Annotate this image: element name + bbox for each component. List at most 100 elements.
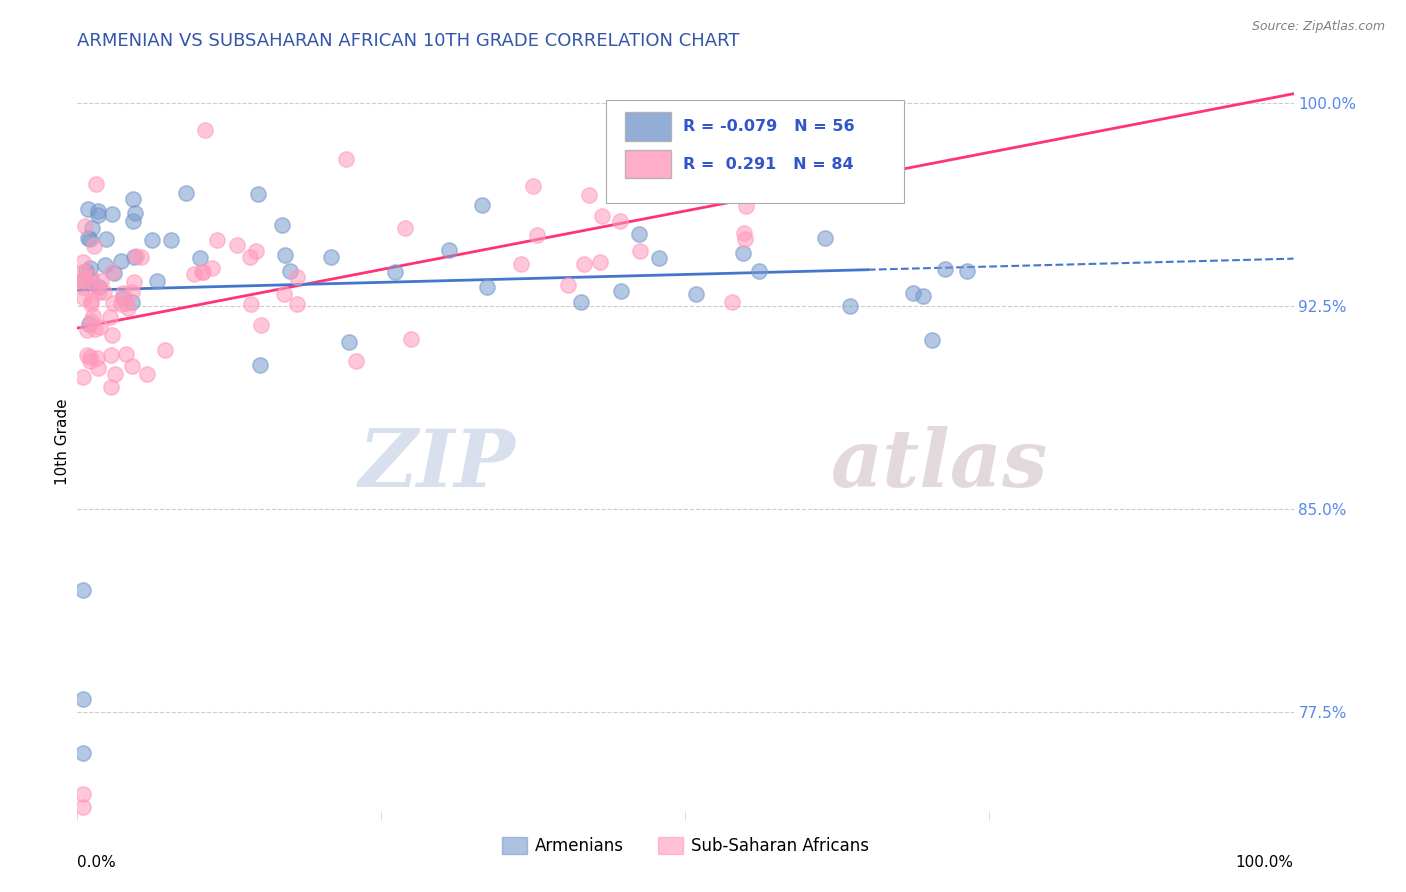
Point bbox=[285, 297, 308, 311]
Point bbox=[956, 264, 979, 278]
Point bbox=[101, 328, 124, 343]
Point bbox=[394, 220, 416, 235]
Point bbox=[80, 297, 103, 311]
Point bbox=[748, 264, 770, 278]
Point bbox=[591, 209, 613, 223]
Point bbox=[89, 280, 111, 294]
Point bbox=[188, 251, 211, 265]
Point bbox=[685, 287, 707, 301]
Point bbox=[72, 273, 94, 287]
Point bbox=[526, 227, 548, 242]
Point bbox=[72, 265, 94, 279]
Point bbox=[522, 178, 544, 193]
Point bbox=[921, 333, 943, 347]
Point bbox=[72, 292, 94, 306]
Point bbox=[735, 199, 758, 213]
Point bbox=[72, 255, 94, 269]
Point bbox=[80, 269, 103, 284]
Point bbox=[335, 152, 357, 166]
Point bbox=[72, 369, 94, 384]
Point bbox=[76, 323, 98, 337]
Point bbox=[589, 255, 612, 269]
Point bbox=[280, 264, 302, 278]
Point bbox=[121, 285, 143, 300]
Point bbox=[191, 265, 214, 279]
Point bbox=[76, 231, 98, 245]
Point bbox=[733, 246, 755, 260]
Point bbox=[115, 347, 138, 361]
Point bbox=[239, 250, 262, 264]
Point bbox=[122, 250, 145, 264]
Point bbox=[101, 296, 124, 310]
Text: ARMENIAN VS SUBSAHARAN AFRICAN 10TH GRADE CORRELATION CHART: ARMENIAN VS SUBSAHARAN AFRICAN 10TH GRAD… bbox=[77, 32, 740, 50]
Point bbox=[249, 358, 271, 372]
Point bbox=[73, 271, 96, 285]
Point bbox=[734, 226, 756, 240]
Text: R =  0.291   N = 84: R = 0.291 N = 84 bbox=[683, 156, 853, 171]
Point bbox=[100, 348, 122, 362]
Text: Source: ZipAtlas.com: Source: ZipAtlas.com bbox=[1251, 20, 1385, 33]
Point bbox=[90, 274, 112, 288]
Point bbox=[121, 214, 143, 228]
Point bbox=[191, 265, 214, 279]
Point bbox=[344, 354, 367, 368]
Point bbox=[557, 277, 579, 292]
Point bbox=[628, 227, 651, 241]
Point bbox=[136, 368, 159, 382]
Point bbox=[121, 359, 143, 373]
Point bbox=[569, 294, 592, 309]
Point bbox=[100, 380, 122, 394]
Point bbox=[110, 254, 132, 268]
Text: R = -0.079   N = 56: R = -0.079 N = 56 bbox=[683, 119, 855, 134]
Point bbox=[125, 249, 148, 263]
Point bbox=[93, 285, 115, 299]
Point bbox=[89, 319, 111, 334]
Point bbox=[73, 219, 96, 233]
Point bbox=[101, 265, 124, 279]
Text: ZIP: ZIP bbox=[359, 425, 515, 503]
Point bbox=[79, 314, 101, 328]
Point bbox=[103, 266, 125, 280]
Point bbox=[83, 239, 105, 253]
Point bbox=[94, 232, 117, 246]
Point bbox=[271, 219, 294, 233]
Point bbox=[384, 264, 406, 278]
Point bbox=[79, 293, 101, 308]
Text: 100.0%: 100.0% bbox=[1236, 855, 1294, 870]
Point bbox=[76, 348, 98, 362]
Point bbox=[86, 351, 108, 365]
Point bbox=[117, 301, 139, 315]
Point bbox=[94, 259, 117, 273]
Point bbox=[685, 171, 707, 186]
Point bbox=[153, 343, 176, 357]
Point bbox=[111, 292, 134, 306]
Point bbox=[610, 284, 633, 298]
Y-axis label: 10th Grade: 10th Grade bbox=[55, 398, 70, 485]
Point bbox=[477, 279, 499, 293]
Point bbox=[578, 188, 600, 202]
Point bbox=[79, 350, 101, 364]
Point bbox=[510, 257, 533, 271]
Point bbox=[471, 198, 494, 212]
Point bbox=[734, 232, 756, 246]
Point bbox=[901, 286, 924, 301]
Point bbox=[115, 296, 138, 310]
Point bbox=[124, 275, 146, 289]
Point bbox=[141, 233, 163, 247]
Point bbox=[122, 192, 145, 206]
Point bbox=[727, 186, 749, 200]
Legend: Armenians, Sub-Saharan Africans: Armenians, Sub-Saharan Africans bbox=[495, 830, 876, 862]
Point bbox=[121, 295, 143, 310]
Point bbox=[104, 367, 127, 381]
Point bbox=[72, 746, 94, 760]
Point bbox=[100, 206, 122, 220]
Point bbox=[79, 232, 101, 246]
Point bbox=[662, 123, 685, 137]
Point bbox=[205, 233, 228, 247]
Point bbox=[75, 264, 97, 278]
Point bbox=[647, 251, 669, 265]
Point bbox=[239, 297, 262, 311]
Point bbox=[934, 262, 956, 277]
Point bbox=[86, 361, 108, 376]
Point bbox=[89, 285, 111, 300]
